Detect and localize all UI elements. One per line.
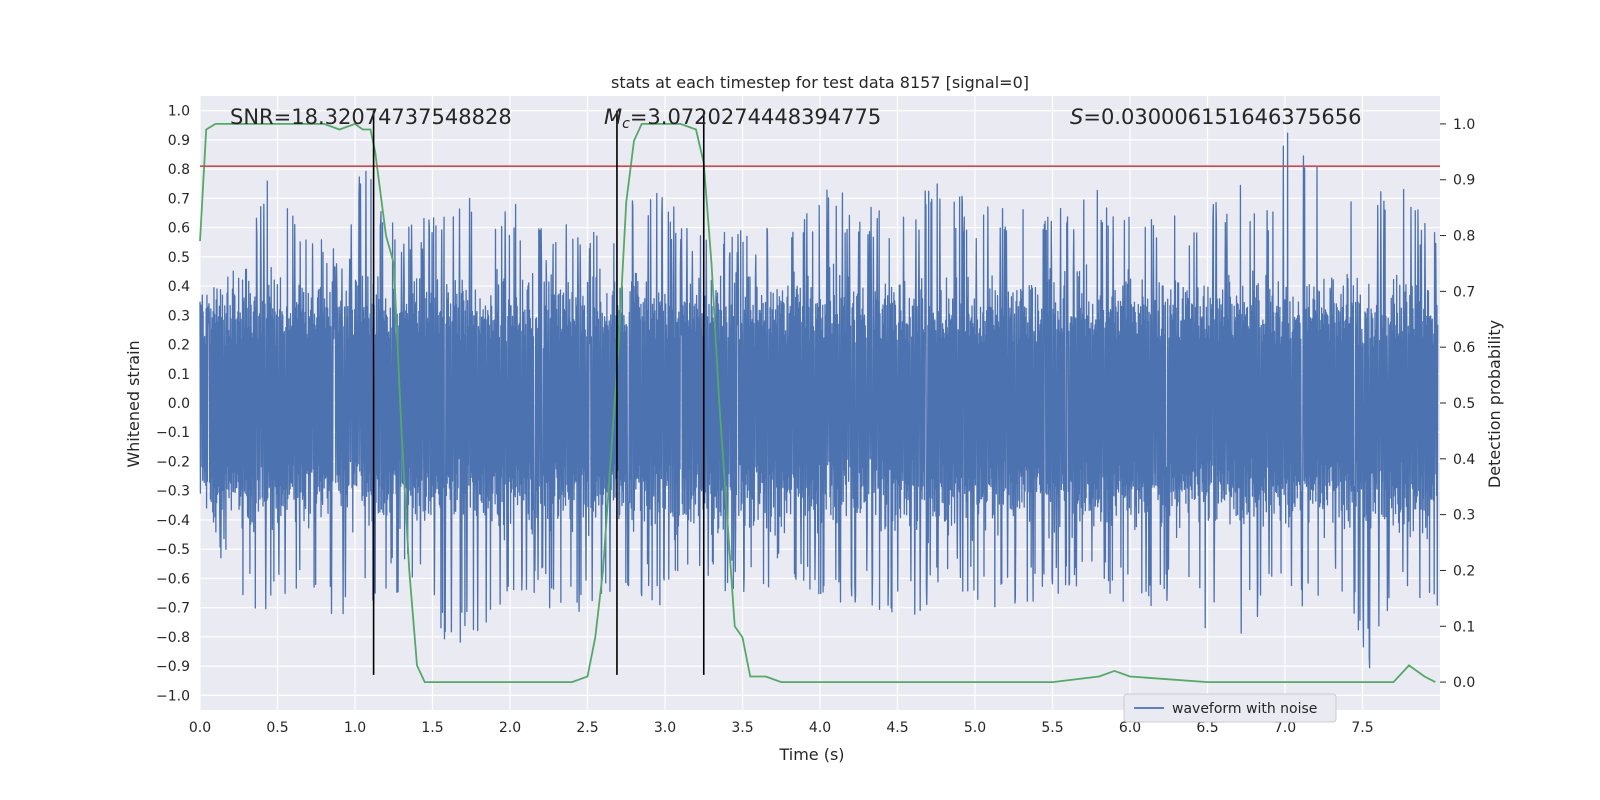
overlays — [200, 110, 1440, 675]
x-tick-label: 3.5 — [731, 720, 753, 736]
y-right-tick-label: 0.6 — [1453, 340, 1475, 356]
y-left-tick-label: 0.7 — [168, 191, 190, 207]
y-right-tick-label: 0.9 — [1453, 173, 1475, 189]
x-tick-label: 1.5 — [421, 720, 443, 736]
y-axis-left-label: Whitened strain — [124, 340, 143, 467]
x-tick-label: 0.0 — [189, 720, 211, 736]
y-right-tick-label: 0.0 — [1453, 675, 1475, 691]
s-annotation: S=0.030006151646375656 — [1070, 105, 1361, 129]
x-tick-label: 0.5 — [266, 720, 288, 736]
y-left-tick-label: −0.1 — [156, 425, 190, 441]
x-tick-label: 6.0 — [1119, 720, 1141, 736]
x-tick-label: 3.0 — [654, 720, 676, 736]
y-left-tick-label: 0.1 — [168, 367, 190, 383]
chart-title: stats at each timestep for test data 815… — [611, 73, 1029, 92]
y-left-tick-label: 0.4 — [168, 279, 190, 295]
y-left-tick-label: 0.2 — [168, 338, 190, 354]
y-left-tick-label: −0.9 — [156, 659, 190, 675]
y-left-tick-label: −1.0 — [156, 688, 190, 704]
y-left-tick-label: 0.8 — [168, 162, 190, 178]
y-left-tick-label: 1.0 — [168, 104, 190, 120]
chirp-mass-symbol: M — [604, 105, 622, 129]
y-left-tick-label: −0.3 — [156, 484, 190, 500]
y-left-tick-label: −0.8 — [156, 630, 190, 646]
y-right-tick-label: 0.8 — [1453, 229, 1475, 245]
y-left-tick-label: 0.3 — [168, 308, 190, 324]
y-right-tick-label: 0.1 — [1453, 619, 1475, 635]
y-left-tick-label: 0.5 — [168, 250, 190, 266]
x-tick-label: 5.5 — [1041, 720, 1063, 736]
chirp-mass-annotation: Mc=3.0720274448394775 — [604, 105, 881, 132]
waveform-line — [199, 132, 1439, 669]
x-tick-label: 1.0 — [344, 720, 366, 736]
x-axis-label: Time (s) — [778, 745, 844, 764]
probability-series — [199, 122, 1436, 683]
y-left-tick-label: 0.9 — [168, 133, 190, 149]
x-tick-label: 6.5 — [1196, 720, 1218, 736]
s-value: =0.030006151646375656 — [1083, 105, 1361, 129]
x-axis-ticks: 0.0 0.5 1.0 1.5 2.0 2.5 3.0 3.5 4.0 4.5 5.0 5.5 6.0 6… — [189, 720, 1374, 736]
y-left-tick-label: 0.0 — [168, 396, 190, 412]
y-right-tick-label: 0.3 — [1453, 508, 1475, 524]
x-tick-label: 2.0 — [499, 720, 521, 736]
x-tick-label: 5.0 — [964, 720, 986, 736]
y-left-tick-label: −0.5 — [156, 542, 190, 558]
legend: waveform with noise — [1123, 693, 1337, 723]
x-tick-label: 4.5 — [886, 720, 908, 736]
y-left-tick-label: −0.7 — [156, 601, 190, 617]
y-axis-right-label: Detection probability — [1485, 320, 1504, 488]
y-right-tick-label: 0.5 — [1453, 396, 1475, 412]
x-tick-label: 2.5 — [576, 720, 598, 736]
x-tick-label: 7.5 — [1351, 720, 1373, 736]
y-right-tick-label: 0.4 — [1453, 452, 1475, 468]
y-left-tick-label: 0.6 — [168, 221, 190, 237]
probability-line — [199, 122, 1436, 683]
x-tick-label: 4.0 — [809, 720, 831, 736]
y-right-tick-label: 1.0 — [1453, 117, 1475, 133]
snr-annotation: SNR=18.32074737548828 — [230, 105, 512, 129]
y-left-tick-label: −0.2 — [156, 454, 190, 470]
y-axis-left-ticks: 1.0 0.9 0.8 0.7 0.6 0.5 0.4 0.3 0.2 0.1 0.0 −0.1 −0.… — [156, 104, 190, 705]
chirp-mass-subscript: c — [622, 116, 630, 132]
y-left-tick-label: −0.4 — [156, 513, 190, 529]
y-right-tick-label: 0.2 — [1453, 563, 1475, 579]
y-left-tick-label: −0.6 — [156, 571, 190, 587]
x-tick-label: 7.0 — [1274, 720, 1296, 736]
legend-box — [1123, 693, 1337, 723]
legend-label-waveform: waveform with noise — [1172, 701, 1317, 717]
s-symbol: S — [1070, 105, 1083, 129]
chirp-mass-value: =3.0720274448394775 — [630, 105, 881, 129]
y-right-tick-label: 0.7 — [1453, 284, 1475, 300]
y-axis-right-ticks: 1.0 0.9 0.8 0.7 0.6 0.5 0.4 0.3 0.2 0.1 0.0 — [1440, 117, 1475, 691]
waveform-series — [199, 132, 1439, 669]
